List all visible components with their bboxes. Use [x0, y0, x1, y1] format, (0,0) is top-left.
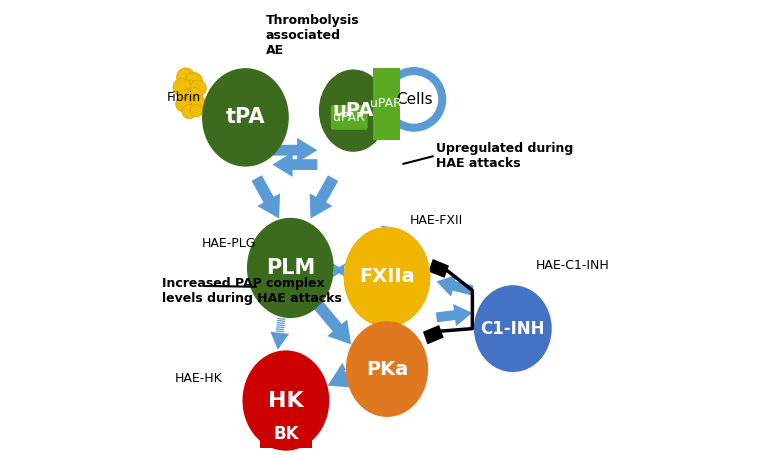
Polygon shape [327, 259, 344, 281]
Polygon shape [327, 363, 355, 388]
Bar [373, 68, 399, 140]
Text: Cells: Cells [396, 92, 432, 107]
FancyBboxPatch shape [330, 105, 368, 130]
Circle shape [182, 104, 197, 119]
Text: HAE-HK: HAE-HK [175, 372, 223, 384]
Circle shape [190, 80, 207, 96]
Ellipse shape [243, 351, 328, 450]
Text: C1-INH: C1-INH [480, 319, 545, 338]
Text: PKa: PKa [366, 359, 408, 379]
Ellipse shape [203, 69, 288, 166]
Circle shape [176, 97, 190, 111]
Circle shape [187, 88, 203, 104]
Polygon shape [252, 175, 280, 218]
Ellipse shape [320, 70, 387, 151]
Text: Thrombolysis
associated
AE: Thrombolysis associated AE [265, 14, 360, 57]
Text: uPAR: uPAR [370, 97, 402, 111]
Circle shape [382, 67, 446, 132]
Polygon shape [272, 152, 317, 177]
Ellipse shape [474, 286, 551, 371]
Text: Increased PAP complex
levels during HAE attacks: Increased PAP complex levels during HAE … [162, 277, 342, 305]
Polygon shape [313, 300, 351, 344]
Circle shape [173, 78, 191, 96]
Circle shape [191, 96, 206, 110]
Text: HK: HK [268, 390, 304, 410]
Polygon shape [437, 275, 474, 297]
Polygon shape [276, 324, 285, 326]
Polygon shape [276, 328, 285, 330]
Text: Upregulated during
HAE attacks: Upregulated during HAE attacks [437, 142, 574, 170]
Polygon shape [334, 259, 352, 281]
Circle shape [184, 72, 203, 91]
Circle shape [389, 75, 438, 124]
Polygon shape [423, 325, 444, 344]
Polygon shape [428, 259, 449, 278]
Circle shape [178, 89, 194, 105]
Polygon shape [374, 317, 400, 338]
Polygon shape [381, 226, 392, 232]
Polygon shape [276, 326, 285, 328]
Ellipse shape [347, 322, 428, 416]
Polygon shape [436, 304, 473, 326]
Text: HAE-PLG: HAE-PLG [202, 237, 256, 250]
Polygon shape [277, 318, 285, 320]
Text: uPAR: uPAR [334, 111, 365, 124]
Text: FXIIa: FXIIa [360, 268, 415, 287]
Circle shape [183, 96, 199, 112]
Ellipse shape [344, 228, 430, 326]
Ellipse shape [248, 218, 333, 318]
Polygon shape [310, 175, 338, 218]
Circle shape [181, 80, 199, 98]
Text: Fibrin: Fibrin [167, 91, 201, 104]
Circle shape [190, 104, 203, 117]
Polygon shape [270, 332, 289, 350]
Text: tPA: tPA [226, 107, 265, 127]
Text: PLM: PLM [265, 258, 315, 278]
Polygon shape [277, 320, 285, 322]
Text: uPA: uPA [333, 101, 374, 120]
Polygon shape [272, 138, 317, 162]
Bar [260, 421, 311, 448]
Circle shape [177, 68, 194, 86]
Text: BK: BK [273, 425, 298, 443]
Polygon shape [374, 306, 400, 327]
Text: HAE-C1-INH: HAE-C1-INH [536, 259, 609, 272]
Text: HAE-FXII: HAE-FXII [409, 214, 463, 227]
Polygon shape [277, 322, 285, 324]
Polygon shape [276, 330, 284, 333]
